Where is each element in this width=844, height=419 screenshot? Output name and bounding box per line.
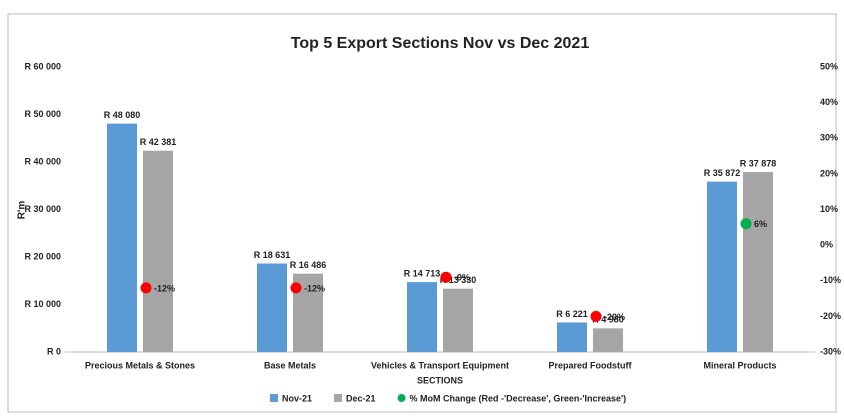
bar bbox=[593, 328, 623, 352]
change-dot bbox=[740, 218, 752, 230]
legend-swatch bbox=[334, 394, 343, 402]
y-tick-label: R 50 000 bbox=[24, 109, 61, 119]
bar bbox=[707, 181, 737, 352]
bar-value-label: R 48 080 bbox=[104, 110, 141, 120]
y-tick-label: R 20 000 bbox=[24, 251, 61, 261]
legend-swatch bbox=[397, 394, 406, 402]
bar bbox=[557, 322, 587, 352]
y-axis-label: R'm bbox=[17, 201, 28, 220]
y2-tick-label: -20% bbox=[820, 311, 841, 321]
bar-value-label: R 42 381 bbox=[140, 137, 177, 147]
legend-label: Nov-21 bbox=[282, 393, 312, 403]
y2-tick-label: -30% bbox=[820, 346, 841, 356]
y-tick-label: R 10 000 bbox=[24, 299, 61, 309]
legend-swatch bbox=[270, 394, 278, 402]
x-tick-label: Mineral Products bbox=[703, 360, 776, 370]
change-dot bbox=[140, 282, 152, 294]
bar-value-label: R 4 980 bbox=[592, 315, 624, 325]
bar-value-label: R 35 872 bbox=[704, 168, 741, 178]
bar bbox=[107, 123, 137, 353]
legend-label: % MoM Change (Red -'Decrease', Green-'In… bbox=[410, 393, 627, 403]
x-tick-label: Base Metals bbox=[264, 360, 316, 370]
bar bbox=[143, 150, 173, 352]
bar-value-label: R 16 486 bbox=[290, 260, 327, 270]
bar bbox=[743, 172, 773, 352]
y2-tick-label: 30% bbox=[820, 133, 838, 143]
legend-label: Dec-21 bbox=[346, 393, 376, 403]
y2-tick-label: 20% bbox=[820, 168, 838, 178]
y-tick-label: R 60 000 bbox=[24, 61, 61, 71]
change-label: -12% bbox=[154, 283, 175, 293]
x-tick-label: Vehicles & Transport Equipment bbox=[371, 360, 509, 370]
x-axis-label: SECTIONS bbox=[417, 375, 463, 385]
bar-value-label: R 18 631 bbox=[254, 250, 291, 260]
y2-tick-label: 0% bbox=[820, 240, 833, 250]
change-label: -9% bbox=[454, 273, 470, 283]
bar bbox=[407, 282, 437, 352]
change-dot bbox=[290, 282, 302, 294]
bar-value-label: R 13 330 bbox=[440, 275, 477, 285]
y2-tick-label: 10% bbox=[820, 204, 838, 214]
bar-value-label: R 14 713 bbox=[404, 268, 441, 278]
change-label: -12% bbox=[304, 283, 325, 293]
y-tick-label: R 40 000 bbox=[24, 156, 61, 166]
y2-tick-label: -10% bbox=[820, 275, 841, 285]
change-label: 6% bbox=[754, 219, 767, 229]
y2-tick-label: 40% bbox=[820, 97, 838, 107]
bar-value-label: R 37 878 bbox=[740, 158, 777, 168]
bar-value-label: R 6 221 bbox=[556, 309, 588, 319]
x-tick-label: Prepared Foodstuff bbox=[548, 360, 632, 370]
y-tick-label: R 30 000 bbox=[24, 204, 61, 214]
chart-title: Top 5 Export Sections Nov vs Dec 2021 bbox=[291, 35, 590, 52]
change-dot bbox=[440, 271, 452, 283]
change-dot bbox=[590, 310, 602, 322]
change-label: -20% bbox=[604, 312, 625, 322]
bar bbox=[257, 263, 287, 352]
y-tick-label: R 0 bbox=[47, 346, 61, 356]
bar bbox=[443, 288, 473, 352]
x-tick-label: Precious Metals & Stones bbox=[85, 360, 195, 370]
y2-tick-label: 50% bbox=[820, 61, 838, 71]
